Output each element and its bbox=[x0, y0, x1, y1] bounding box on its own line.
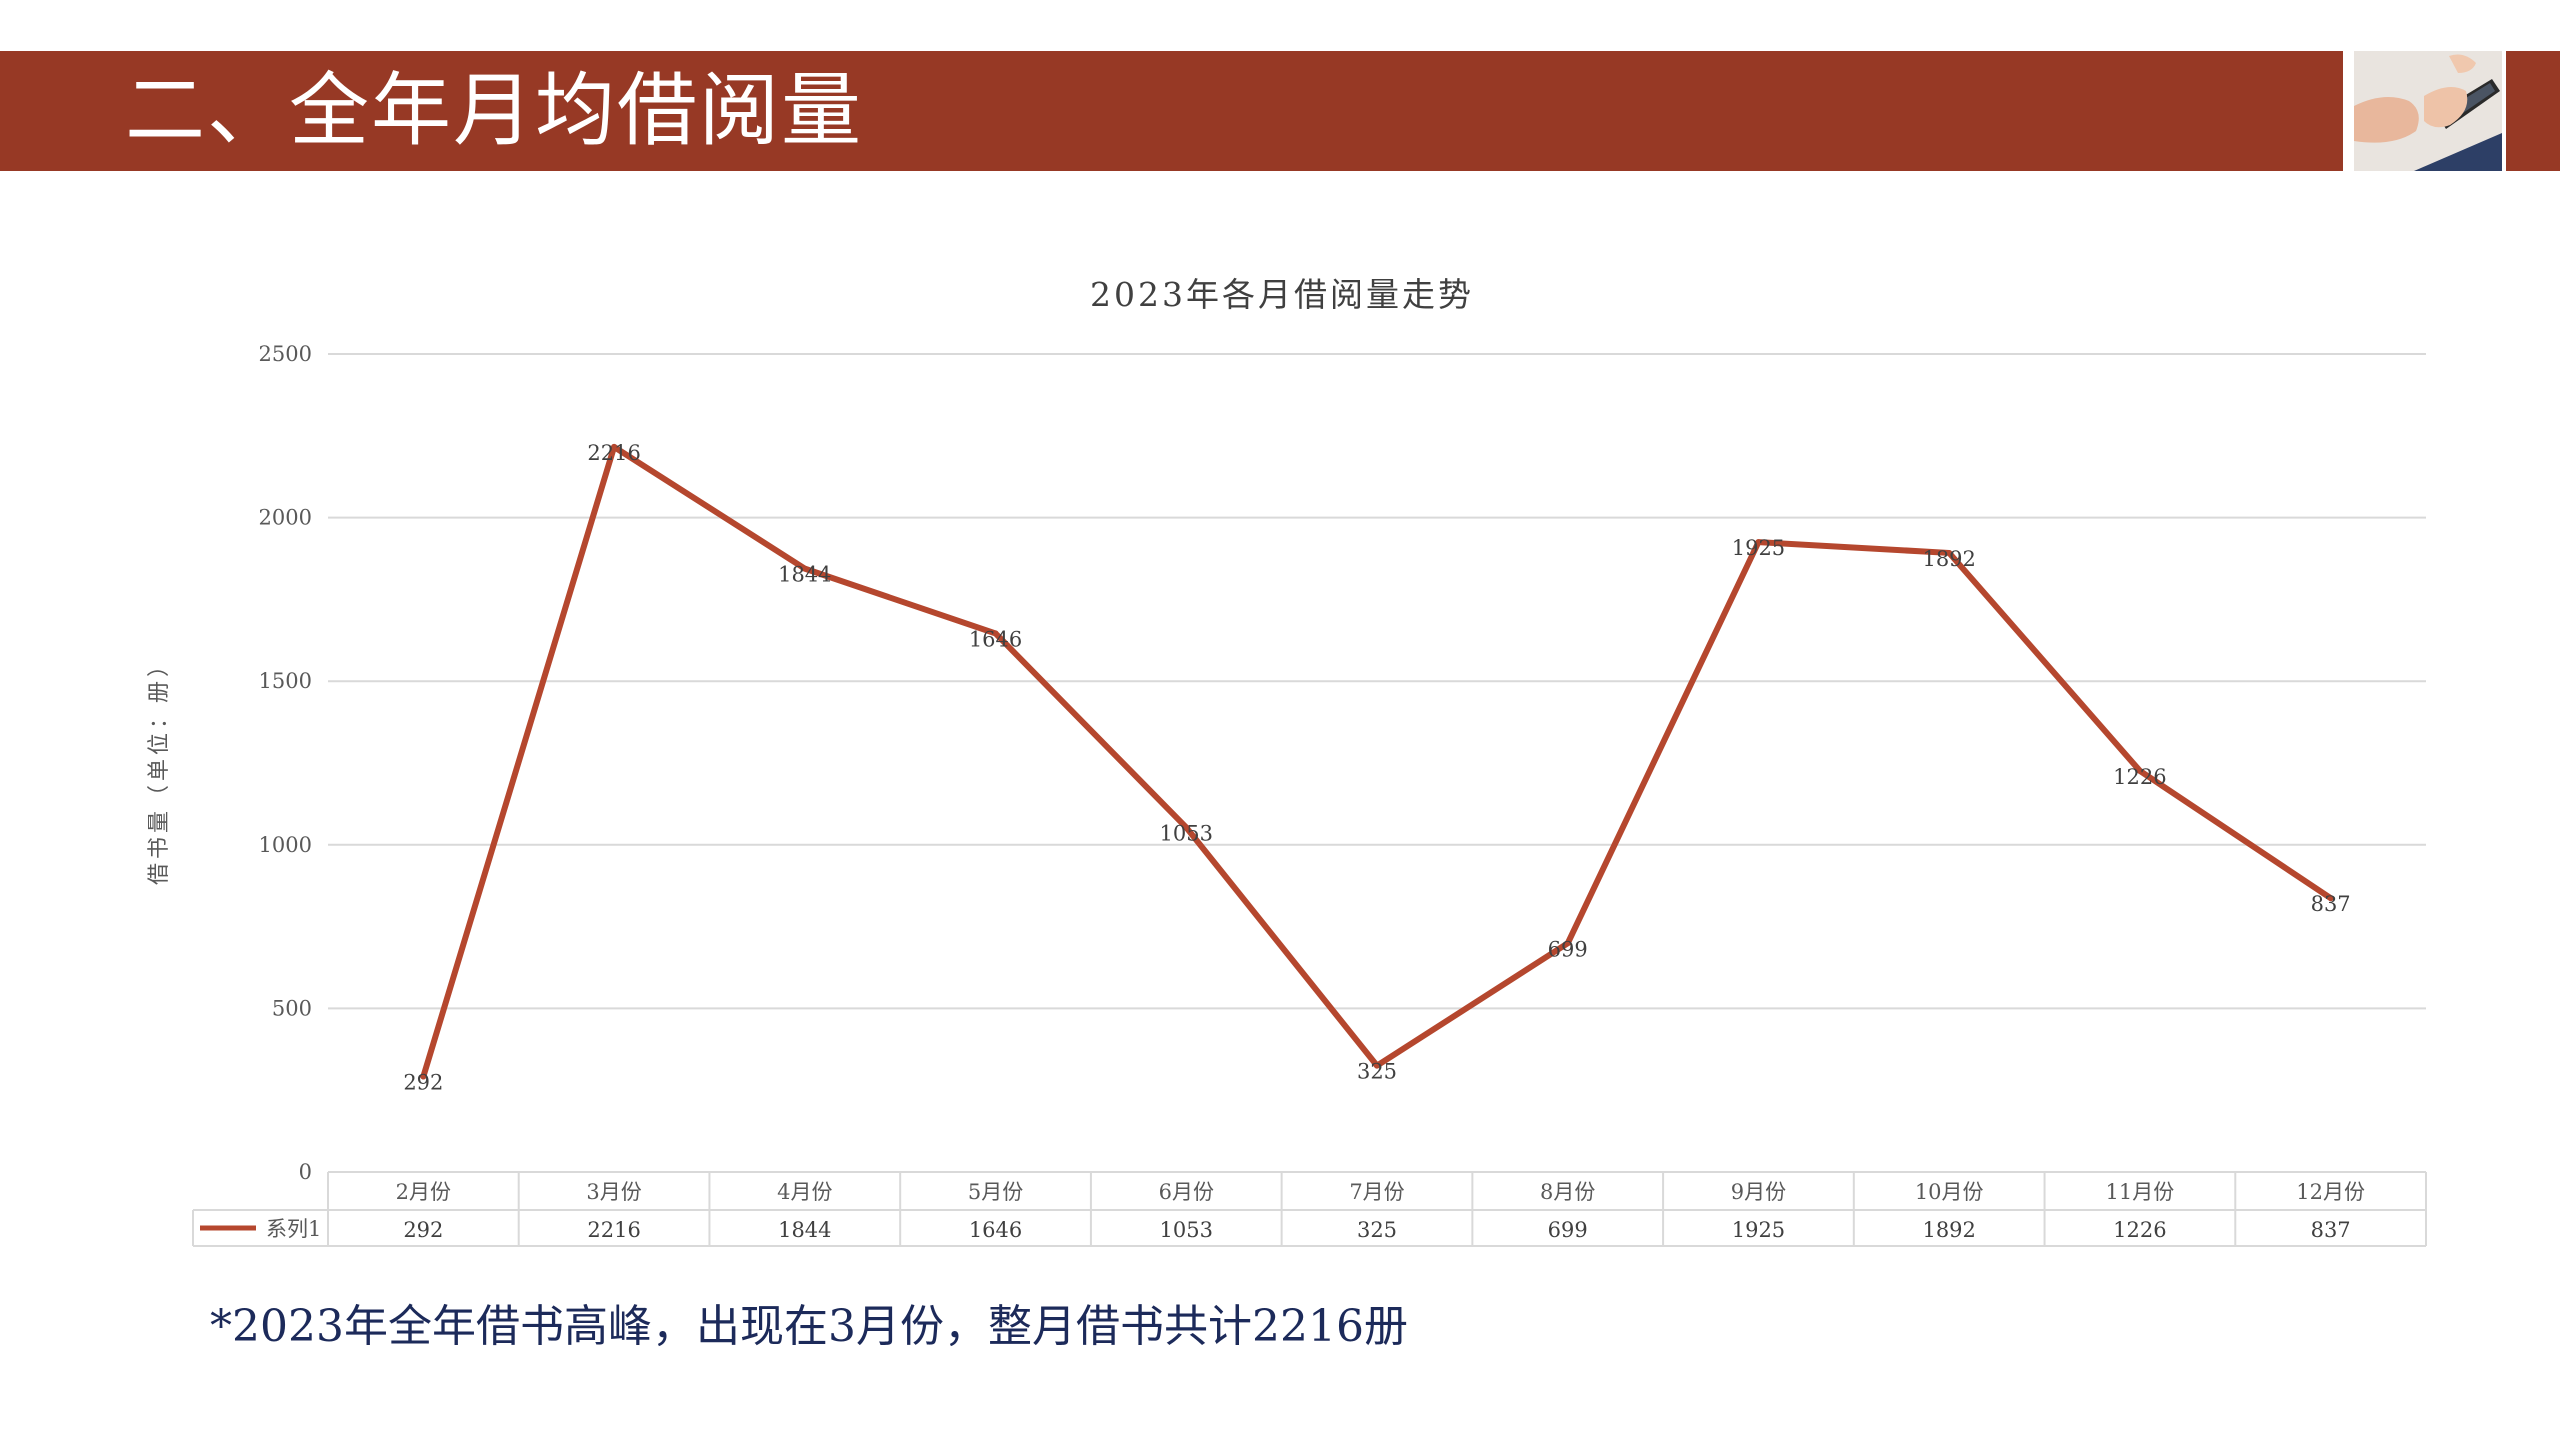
data-label: 1053 bbox=[1160, 821, 1213, 845]
y-tick-label: 1000 bbox=[259, 833, 312, 857]
data-label: 699 bbox=[1548, 937, 1588, 961]
data-point bbox=[1564, 940, 1571, 947]
x-category-label: 5月份 bbox=[968, 1180, 1023, 1204]
data-point bbox=[611, 443, 618, 450]
data-label: 292 bbox=[403, 1070, 443, 1094]
data-table: 2月份 292 3月份 2216 4月份 1844 5月份 1646 6月份 1053 7月份 325… bbox=[192, 1171, 2427, 1247]
data-point bbox=[992, 630, 999, 637]
table-value-cell: 2216 bbox=[587, 1218, 640, 1242]
phone-hands-image bbox=[2354, 51, 2502, 171]
legend-series-name: 系列1 bbox=[266, 1217, 321, 1241]
data-label: 1226 bbox=[2113, 765, 2166, 789]
table-value-cell: 699 bbox=[1548, 1218, 1588, 1242]
x-category-label: 3月份 bbox=[586, 1180, 641, 1204]
table-value-cell: 1226 bbox=[2113, 1218, 2166, 1242]
y-tick-label: 2500 bbox=[259, 342, 312, 366]
table-value-cell: 837 bbox=[2311, 1218, 2351, 1242]
x-category-label: 2月份 bbox=[396, 1180, 451, 1204]
header-right-band bbox=[2506, 51, 2560, 171]
table-value-cell: 325 bbox=[1357, 1218, 1397, 1242]
footnote: *2023年全年借书高峰，出现在3月份，整月借书共计2216册 bbox=[210, 1301, 1408, 1352]
x-category-label: 11月份 bbox=[2106, 1180, 2175, 1204]
table-value-cell: 1925 bbox=[1732, 1218, 1785, 1242]
data-point bbox=[2327, 895, 2334, 902]
data-label: 2216 bbox=[587, 441, 640, 465]
x-category-label: 12月份 bbox=[2296, 1180, 2365, 1204]
table-value-cell: 1844 bbox=[778, 1218, 831, 1242]
y-tick-label: 0 bbox=[299, 1160, 312, 1184]
x-category-label: 9月份 bbox=[1731, 1180, 1786, 1204]
data-point bbox=[801, 565, 808, 572]
data-label: 1646 bbox=[969, 627, 1022, 651]
table-value-cell: 292 bbox=[403, 1218, 443, 1242]
data-label: 1925 bbox=[1732, 536, 1785, 560]
table-value-cell: 1892 bbox=[1922, 1218, 1975, 1242]
chart-title: 2023年各月借阅量走势 bbox=[1090, 275, 1474, 314]
data-point bbox=[1946, 549, 1953, 556]
y-tick-label: 2000 bbox=[259, 506, 312, 530]
data-labels: 292 2216 1844 1646 1053 325 699 1925 1892 1226 837 bbox=[403, 441, 2350, 1095]
table-value-cell: 1053 bbox=[1160, 1218, 1213, 1242]
data-point bbox=[420, 1073, 427, 1080]
chart-gridlines bbox=[328, 353, 2426, 1173]
data-point bbox=[1183, 824, 1190, 831]
series-layer bbox=[420, 443, 2334, 1080]
data-point bbox=[1374, 1062, 1380, 1069]
series-line bbox=[420, 443, 2334, 1080]
x-category-label: 8月份 bbox=[1540, 1180, 1595, 1204]
data-label: 837 bbox=[2311, 892, 2351, 916]
y-axis-label: 借书量（单位：册） bbox=[147, 651, 172, 885]
slide-title: 二、全年月均借阅量 bbox=[125, 64, 863, 157]
table-value-cell: 1646 bbox=[969, 1218, 1022, 1242]
header-band bbox=[0, 51, 2343, 171]
data-point bbox=[1755, 539, 1762, 546]
y-axis-ticks: 0 500 1000 1500 2000 2500 bbox=[259, 342, 312, 1184]
x-category-label: 10月份 bbox=[1915, 1180, 1984, 1204]
y-tick-label: 1500 bbox=[259, 669, 312, 693]
data-point bbox=[2136, 767, 2143, 774]
data-label: 325 bbox=[1357, 1060, 1397, 1084]
data-label: 1844 bbox=[778, 563, 831, 587]
x-category-label: 6月份 bbox=[1159, 1180, 1214, 1204]
y-tick-label: 500 bbox=[272, 996, 312, 1020]
x-category-label: 4月份 bbox=[777, 1180, 832, 1204]
data-label: 1892 bbox=[1922, 547, 1975, 571]
x-category-label: 7月份 bbox=[1349, 1180, 1404, 1204]
phone-hands-photo bbox=[2354, 51, 2502, 171]
